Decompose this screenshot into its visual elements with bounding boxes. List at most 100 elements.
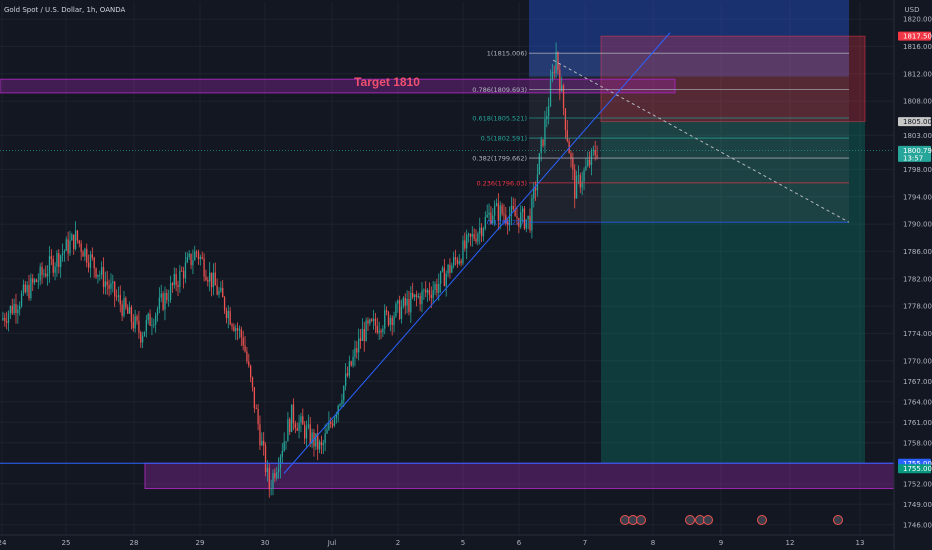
candle-body [378,330,380,333]
candle-body [577,175,580,177]
candle-body [480,227,483,237]
candle-body [482,228,485,237]
candle-body [384,310,386,329]
candle-body [246,351,248,362]
price-badge-sub: 13:57 [903,154,923,162]
target-label: Target 1810 [354,75,420,89]
candle-body [87,262,90,268]
candle-body [333,418,336,426]
candle-body [93,257,95,269]
candle-body [149,313,151,326]
candle-body [508,215,511,226]
candle-body [130,306,133,323]
candle-body [387,312,390,325]
candle-body [182,270,185,279]
blue-upper-box [529,0,849,77]
candle-body [35,279,38,282]
candle-body [190,253,192,266]
candle-body [318,441,321,450]
y-tick-label: 1782.000 [903,275,932,283]
candle-body [544,119,546,146]
candle-body [48,256,51,274]
candle-body [305,426,308,439]
candle-body [52,258,54,273]
x-tick-label: 30 [261,539,270,547]
candle-body [236,327,239,331]
symbol-title: Gold Spot / U.S. Dollar, 1h, OANDA [4,6,125,14]
candle-body [240,329,242,338]
candle-body [249,365,252,378]
price-axis[interactable]: 1820.000 1816.000 1812.000 1808.000 1803.000… [893,0,932,550]
candle-body [343,385,345,401]
candle-body [100,267,103,275]
candle-body [138,320,140,333]
candle-body [540,139,542,154]
x-tick-label: 25 [62,539,71,547]
candle-body [400,306,403,319]
candle-body [128,306,131,314]
event-marker-icon [833,515,843,525]
candle-body [272,473,274,489]
y-tick-label: 1808.000 [903,98,932,106]
candle-body [581,181,583,188]
candle-body [261,440,263,446]
candle-body [78,240,80,244]
candle-body [73,234,75,249]
candle-body [521,208,524,213]
candle-body [367,320,369,324]
candle-body [33,279,36,283]
candle-body [259,424,261,446]
y-tick-label: 1820.000 [903,16,932,24]
candle-body [574,169,576,199]
candle-body [391,317,393,326]
y-tick-label: 1778.000 [903,303,932,311]
y-tick-label: 1749.000 [903,501,932,509]
price-badge-label: 1800.795 [903,147,932,155]
candle-body [158,297,161,309]
fib-level-label: 1(1815.006) [487,50,527,58]
candle-body [76,230,79,241]
candle-body [328,422,330,430]
candle-body [82,251,84,257]
candle-body [330,422,332,424]
candle-body [315,433,317,447]
candle-body [39,266,41,281]
price-badge [898,464,931,474]
candle-body [11,306,13,314]
candle-body [559,69,561,92]
candle-body [194,251,196,261]
candle-body [209,272,211,282]
projection-line [552,59,850,223]
price-badge-label: 1805.000 [903,118,932,126]
candle-body [61,253,64,256]
y-tick-label: 1812.000 [903,70,932,78]
time-axis[interactable]: 2425282930Jul2567891213 [0,534,894,547]
candle-body [439,271,442,284]
candle-body [445,273,447,287]
candle-body [136,316,138,321]
candle-body [67,239,69,254]
candle-body [201,257,203,259]
candle-body [415,294,418,297]
candle-body [557,52,559,70]
y-tick-label: 1790.000 [903,221,932,229]
candle-body [462,240,464,264]
candle-body [339,403,341,406]
candle-body [289,419,291,432]
candle-body [238,329,241,331]
candle-body [492,215,494,224]
candle-body [592,149,594,151]
candle-body [28,285,30,299]
candle-body [4,317,6,322]
candle-body [587,160,589,166]
candle-body [151,325,153,326]
candle-body [456,259,459,264]
candle-body [117,295,120,297]
candle-body [112,281,114,284]
candle-body [9,306,12,314]
candle-body [207,280,209,282]
candle-body [309,424,311,444]
x-tick-label: 7 [583,539,587,547]
candle-body [596,155,598,157]
